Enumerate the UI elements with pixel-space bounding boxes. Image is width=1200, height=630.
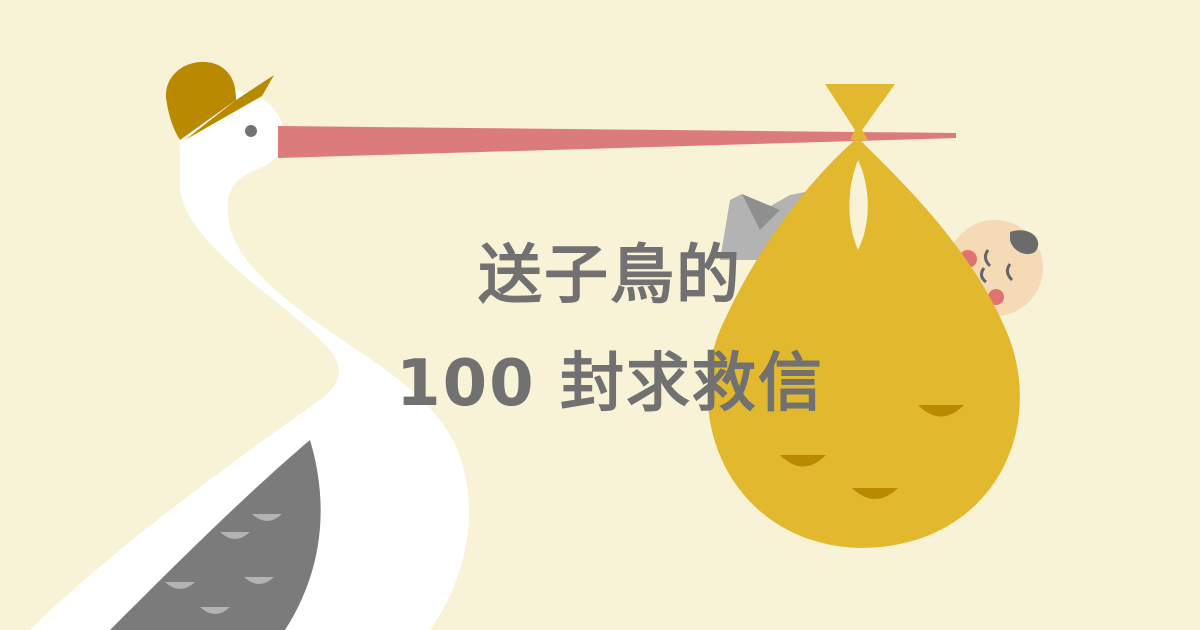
feather-mark <box>165 582 195 589</box>
feather-mark <box>220 532 250 539</box>
feather-mark <box>200 607 230 614</box>
bundle-mouth <box>852 488 898 499</box>
blanket-shadow <box>742 194 780 230</box>
bundle-eye <box>780 455 826 467</box>
wing-feathers <box>165 514 282 614</box>
feather-mark <box>244 577 274 584</box>
stork-body <box>30 89 469 630</box>
title-line-1: 送子鳥的 <box>478 239 742 313</box>
baby-hair <box>1010 230 1039 255</box>
stork-eye <box>245 125 257 137</box>
hat-crown <box>165 61 236 140</box>
hat-brim <box>185 75 274 140</box>
baby-mouth <box>979 267 987 284</box>
page-title: 送子鳥的 100 封求救信 <box>330 222 890 438</box>
bundle-knot <box>825 84 895 140</box>
bundle-eye <box>918 405 964 417</box>
feather-mark <box>252 514 282 521</box>
hat-icon <box>165 61 274 140</box>
bundle <box>707 84 1043 548</box>
bundle-opening <box>849 160 868 250</box>
baby-eye <box>1005 263 1014 282</box>
title-line-2: 100 封求救信 <box>396 347 824 421</box>
baby-eye <box>983 249 992 268</box>
stork-beak <box>278 126 956 158</box>
stork-wing <box>110 440 321 630</box>
stork <box>30 61 956 630</box>
bundle-sack <box>707 140 1020 548</box>
baby-cheek <box>988 289 1004 305</box>
